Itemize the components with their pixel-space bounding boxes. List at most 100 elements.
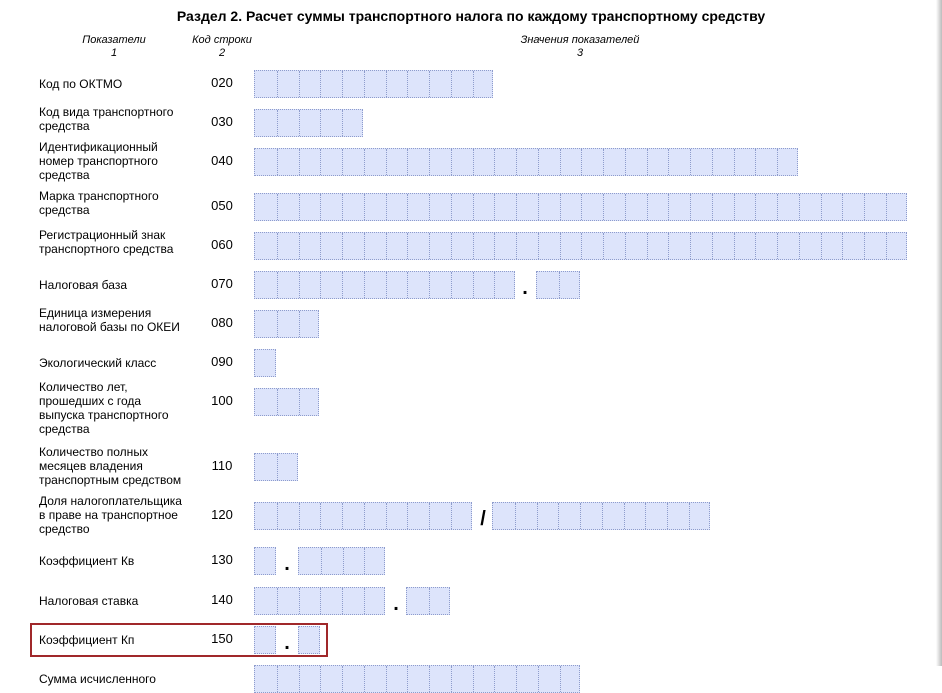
cell-divider xyxy=(733,233,735,259)
cell-divider xyxy=(537,666,539,692)
cell-divider xyxy=(407,149,409,175)
row-label: Сумма исчисленного xyxy=(39,672,156,686)
cell-divider xyxy=(385,503,387,529)
cell-divider xyxy=(298,311,300,337)
row-label: Код по ОКТМО xyxy=(39,77,123,91)
cell-divider xyxy=(450,666,452,692)
cell-divider xyxy=(472,149,474,175)
cell-divider xyxy=(558,503,560,529)
cell-divider xyxy=(363,666,365,692)
cell-divider xyxy=(276,588,278,614)
cell-divider xyxy=(755,233,757,259)
cell-divider xyxy=(559,233,561,259)
row-label: номер транспортного xyxy=(39,154,158,168)
row-label: Регистрационный знак xyxy=(39,228,166,242)
row-code: 030 xyxy=(211,114,233,129)
cell-divider xyxy=(320,233,322,259)
cell-divider xyxy=(320,272,322,298)
row-label: средство xyxy=(39,522,90,536)
column-header: Код строки xyxy=(192,34,252,46)
cell-divider xyxy=(472,71,474,97)
cell-divider xyxy=(733,149,735,175)
input-cells xyxy=(254,665,581,693)
cell-divider xyxy=(363,588,365,614)
row-label: в праве на транспортное xyxy=(39,508,178,522)
cell-divider xyxy=(603,149,604,175)
cell-divider xyxy=(342,71,343,97)
cell-divider xyxy=(668,233,670,259)
separator: . xyxy=(284,553,290,575)
cell-divider xyxy=(472,233,474,259)
cell-divider xyxy=(276,194,278,220)
row-code: 120 xyxy=(211,507,233,522)
cell-divider xyxy=(494,272,496,298)
row-code: 020 xyxy=(211,75,233,90)
cell-divider xyxy=(667,503,668,529)
cell-divider xyxy=(646,149,648,175)
cell-divider xyxy=(320,194,322,220)
cell-divider xyxy=(777,194,778,220)
row-code: 090 xyxy=(211,354,233,369)
separator: . xyxy=(393,593,399,615)
cell-divider xyxy=(450,194,452,220)
cell-divider xyxy=(320,71,322,97)
cell-divider xyxy=(690,194,691,220)
row-code: 130 xyxy=(211,552,233,567)
cell-divider xyxy=(646,194,648,220)
input-cells xyxy=(254,271,515,299)
cell-divider xyxy=(733,194,735,220)
cell-divider xyxy=(450,503,452,529)
cell-divider xyxy=(711,149,713,175)
cell-divider xyxy=(429,233,430,259)
row-label: средства xyxy=(39,119,90,133)
cell-divider xyxy=(320,110,322,136)
input-cells xyxy=(254,587,385,615)
page-edge xyxy=(936,0,942,666)
cell-divider xyxy=(864,233,865,259)
cell-divider xyxy=(755,149,757,175)
cell-divider xyxy=(428,588,430,614)
cell-divider xyxy=(298,233,300,259)
cell-divider xyxy=(298,666,300,692)
cell-divider xyxy=(429,666,430,692)
cell-divider xyxy=(342,666,343,692)
row-label: средства xyxy=(39,168,90,182)
input-cells xyxy=(492,502,710,530)
cell-divider xyxy=(537,194,539,220)
row-label: транспортного средства xyxy=(39,242,174,256)
input-cells xyxy=(298,626,320,654)
cell-divider xyxy=(472,194,474,220)
cell-divider xyxy=(842,194,844,220)
row-code: 080 xyxy=(211,315,233,330)
row-label: Марка транспортного xyxy=(39,189,159,203)
cell-divider xyxy=(885,233,887,259)
cell-divider xyxy=(450,233,452,259)
cell-divider xyxy=(581,149,583,175)
row-code: 050 xyxy=(211,198,233,213)
cell-divider xyxy=(645,503,647,529)
cell-divider xyxy=(298,389,300,415)
row-code: 040 xyxy=(211,153,233,168)
cell-divider xyxy=(276,272,278,298)
row-label: Налоговая база xyxy=(39,278,127,292)
row-code: 140 xyxy=(211,592,233,607)
cell-divider xyxy=(624,194,626,220)
cell-divider xyxy=(472,666,474,692)
input-cells xyxy=(254,502,472,530)
input-cells xyxy=(406,587,450,615)
cell-divider xyxy=(363,233,365,259)
cell-divider xyxy=(755,194,757,220)
cell-divider xyxy=(688,503,690,529)
cell-divider xyxy=(298,194,300,220)
input-cells xyxy=(254,193,907,221)
cell-divider xyxy=(536,503,538,529)
cell-divider xyxy=(624,233,626,259)
cell-divider xyxy=(407,666,409,692)
cell-divider xyxy=(559,666,561,692)
cell-divider xyxy=(516,194,517,220)
cell-divider xyxy=(798,233,800,259)
cell-divider xyxy=(276,503,278,529)
cell-divider xyxy=(516,149,517,175)
cell-divider xyxy=(516,233,517,259)
cell-divider xyxy=(711,194,713,220)
